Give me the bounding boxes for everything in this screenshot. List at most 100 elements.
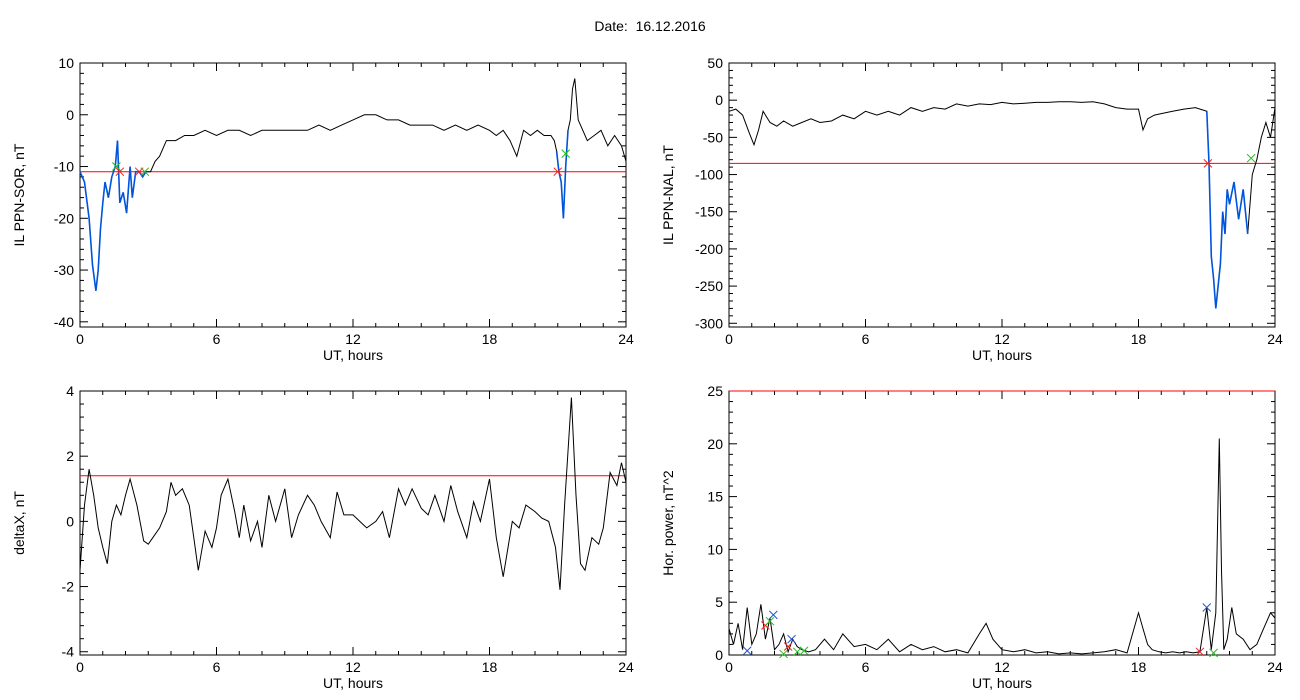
y-tick-label: 15 — [707, 489, 723, 505]
plot-frame — [728, 390, 1276, 656]
y-axis-label: IL PPN-NAL, nT — [660, 145, 676, 245]
y-axis-label: IL PPN-SOR, nT — [11, 143, 27, 246]
y-tick-label: 25 — [707, 383, 723, 399]
cross-marker — [115, 167, 125, 177]
x-tick-label: 6 — [862, 331, 870, 347]
cross-marker-stroke — [115, 167, 125, 177]
y-axis-label: deltaX, nT — [11, 491, 27, 555]
chart-panel-2: 0 6 12 18 24 50 0 -50 -100 -150 -200 -250 -300 UT, ho… — [660, 55, 1283, 363]
highlight-segment — [79, 140, 147, 291]
y-tick-label: 2 — [66, 448, 74, 464]
x-axis-label: UT, hours — [323, 675, 383, 691]
x-tick-label: 18 — [482, 659, 498, 675]
x-tick-label: 0 — [725, 659, 733, 675]
highlight-segment — [1206, 111, 1249, 309]
x-axis-label: UT, hours — [972, 347, 1032, 363]
cross-marker-stroke — [1195, 647, 1205, 657]
y-tick-label: -50 — [703, 129, 723, 145]
y-tick-label: -30 — [54, 262, 74, 278]
y-tick-label: 10 — [58, 55, 74, 71]
cross-marker — [783, 642, 793, 651]
y-tick-label: 20 — [707, 436, 723, 452]
y-tick-label: -10 — [54, 159, 74, 175]
cross-marker — [765, 616, 775, 626]
cross-marker-stroke — [765, 616, 775, 626]
cross-marker — [553, 167, 563, 177]
y-tick-label: 4 — [66, 383, 74, 399]
cross-marker-stroke — [553, 167, 563, 177]
y-tick-label: -300 — [695, 315, 723, 331]
y-tick-label: -150 — [695, 204, 723, 220]
x-tick-label: 12 — [994, 331, 1010, 347]
x-tick-label: 12 — [345, 659, 361, 675]
y-axis-label: Hor. power, nT^2 — [660, 470, 676, 576]
y-tick-label: 0 — [715, 647, 723, 663]
y-tick-label: -40 — [54, 314, 74, 330]
x-tick-label: 0 — [725, 331, 733, 347]
y-tick-label: 0 — [66, 513, 74, 529]
cross-marker-stroke — [1202, 603, 1212, 612]
cross-marker — [1202, 603, 1212, 612]
x-tick-label: 12 — [994, 659, 1010, 675]
y-tick-label: -100 — [695, 167, 723, 183]
chart-panel-4: 0 6 12 18 24 25 20 15 10 5 0 UT, hours Hor. power, n… — [660, 383, 1283, 691]
series-line — [79, 78, 627, 291]
cross-marker — [742, 646, 752, 656]
y-tick-label: -2 — [62, 579, 75, 595]
x-tick-label: 6 — [862, 659, 870, 675]
cross-marker — [1195, 647, 1205, 657]
cross-marker — [779, 649, 788, 659]
y-tick-label: 10 — [707, 541, 723, 557]
series-line — [79, 397, 627, 590]
x-tick-label: 24 — [618, 659, 634, 675]
cross-marker — [1246, 153, 1256, 163]
figure-title: Date: 16.12.2016 — [594, 18, 706, 34]
x-tick-label: 18 — [1131, 331, 1147, 347]
cross-marker-stroke — [140, 167, 150, 177]
x-tick-label: 6 — [213, 659, 221, 675]
cross-marker-stroke — [783, 642, 793, 651]
x-tick-label: 0 — [76, 659, 84, 675]
chart-panel-1: 0 6 12 18 24 10 0 -10 -20 -30 -40 UT, hours IL PPN-S… — [11, 55, 634, 363]
x-tick-label: 18 — [1131, 659, 1147, 675]
plot-frame — [79, 62, 627, 328]
cross-marker — [787, 634, 796, 644]
cross-marker-stroke — [1246, 153, 1256, 163]
cross-marker-stroke — [1209, 648, 1218, 658]
cross-marker-stroke — [779, 649, 788, 659]
highlight-segment — [555, 130, 569, 219]
cross-marker — [799, 646, 809, 656]
cross-marker-stroke — [561, 149, 571, 158]
y-tick-label: -20 — [54, 210, 74, 226]
y-tick-label: 50 — [707, 55, 723, 71]
cross-marker — [561, 149, 571, 158]
x-tick-label: 24 — [618, 331, 634, 347]
cross-marker — [769, 610, 778, 620]
y-tick-label: 0 — [66, 107, 74, 123]
x-axis-label: UT, hours — [972, 675, 1032, 691]
x-tick-label: 6 — [213, 331, 221, 347]
cross-marker-stroke — [799, 646, 809, 656]
x-tick-label: 12 — [345, 331, 361, 347]
cross-marker — [112, 162, 121, 171]
y-tick-label: 5 — [715, 594, 723, 610]
x-tick-label: 18 — [482, 331, 498, 347]
chart-panel-3: 0 6 12 18 24 4 2 0 -2 -4 UT, hours deltaX, nT — [11, 383, 634, 691]
cross-marker-stroke — [787, 634, 796, 644]
cross-marker — [1209, 648, 1218, 658]
y-tick-label: 0 — [715, 92, 723, 108]
cross-marker-stroke — [792, 647, 802, 657]
x-tick-label: 24 — [1267, 659, 1283, 675]
cross-marker-stroke — [112, 162, 121, 171]
x-tick-label: 24 — [1267, 331, 1283, 347]
cross-marker-stroke — [742, 646, 752, 656]
cross-marker-stroke — [1203, 159, 1213, 168]
series-line — [728, 438, 1276, 655]
y-tick-label: -200 — [695, 241, 723, 257]
y-tick-label: -250 — [695, 278, 723, 294]
cross-marker — [140, 167, 150, 177]
cross-marker — [1203, 159, 1213, 168]
x-axis-label: UT, hours — [323, 347, 383, 363]
y-tick-label: -4 — [62, 644, 75, 660]
